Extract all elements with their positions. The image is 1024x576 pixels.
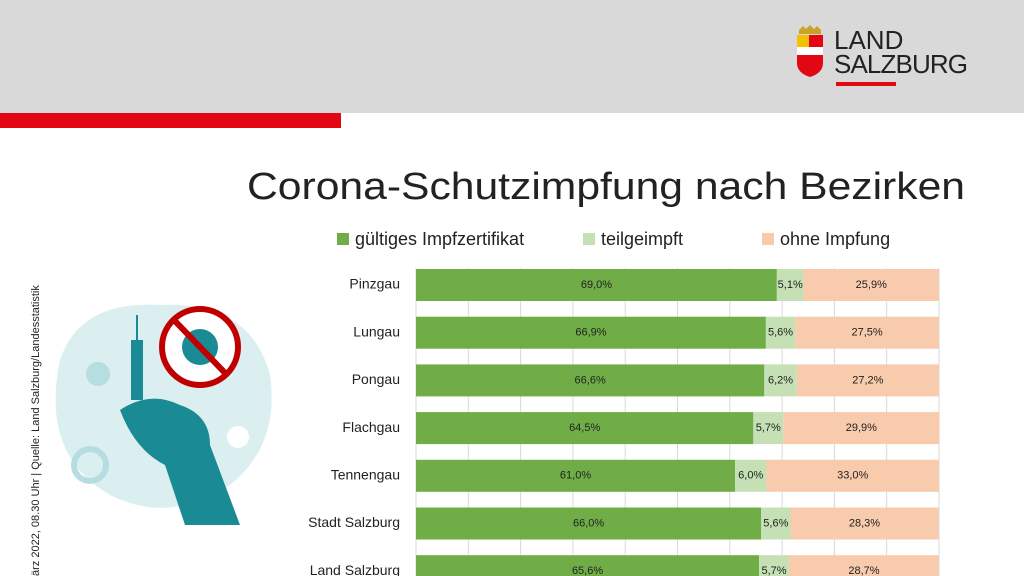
legend-swatch [583,233,595,245]
virus-icon [227,426,249,448]
data-label: 25,9% [856,279,887,291]
virus-icon [71,446,109,484]
y-tick-label: Pongau [352,371,400,387]
logo-crown [799,25,821,34]
syringe [131,340,143,400]
bar-segment [788,555,939,576]
data-label: 5,6% [768,327,793,339]
virus-icon [86,362,110,386]
data-label: 5,7% [756,422,781,434]
bar-segment [416,269,777,301]
bar-segment [790,507,939,540]
logo-text: SALZBURG [834,49,968,79]
bar-segment [416,507,762,540]
bar-segment [416,459,736,492]
legend-label: gültiges Impfzertifikat [355,229,524,249]
data-label: 65,6% [572,565,603,576]
bar-segment [783,412,940,445]
bar-segment [759,555,789,576]
data-label: 66,9% [575,327,606,339]
red-stripe [0,113,341,128]
data-label: 66,6% [575,374,606,386]
data-label: 27,5% [851,327,882,339]
data-label: 33,0% [837,470,868,482]
footnote: ärz 2022, 08.30 Uhr | Quelle: Land Salzb… [30,285,42,576]
bar-segment [416,555,760,576]
data-label: 5,1% [778,279,803,291]
illustration [55,304,272,525]
data-label: 5,6% [763,517,788,529]
logo: LAND SALZBURG [797,25,968,86]
data-label: 66,0% [573,517,604,529]
y-tick-label: Tennengau [331,467,400,483]
y-tick-label: Land Salzburg [310,562,400,576]
y-tick-label: Flachgau [342,419,400,435]
logo-shield-gold [797,35,809,47]
legend-swatch [762,233,774,245]
header-band [0,0,1024,113]
y-tick-label: Stadt Salzburg [308,514,400,530]
y-tick-label: Pinzgau [349,276,400,292]
legend-label: teilgeimpft [601,229,683,249]
bar-segment [753,412,784,445]
bar-segment [761,507,791,540]
data-label: 29,9% [846,422,877,434]
bar-segment [416,316,766,349]
legend-label: ohne Impfung [780,229,890,249]
legend-swatch [337,233,349,245]
data-label: 61,0% [560,470,591,482]
bar-segment [796,364,939,397]
no-virus-slash [171,317,229,377]
hand [120,398,240,525]
logo-shield-band [797,47,823,55]
data-label: 28,7% [848,565,879,576]
bar-segment [735,459,767,492]
data-label: 64,5% [569,422,600,434]
data-label: 6,2% [768,374,793,386]
data-label: 69,0% [581,279,612,291]
bar-segment [795,316,939,349]
bar-segment [776,269,804,301]
data-label: 27,2% [852,374,883,386]
y-tick-label: Lungau [353,323,400,339]
bar-segment [764,364,797,397]
logo-underline [836,82,896,86]
data-label: 6,0% [738,470,763,482]
logo-text: LAND [834,25,903,55]
chart-title: Corona-Schutzimpfung nach Bezirken [247,166,965,208]
data-label: 5,7% [761,565,786,576]
bar-segment [765,316,796,349]
data-label: 28,3% [849,517,880,529]
bar-segment [766,459,939,492]
bar-segment [416,412,754,445]
bar-segment [416,364,765,397]
bar-segment [803,269,939,301]
